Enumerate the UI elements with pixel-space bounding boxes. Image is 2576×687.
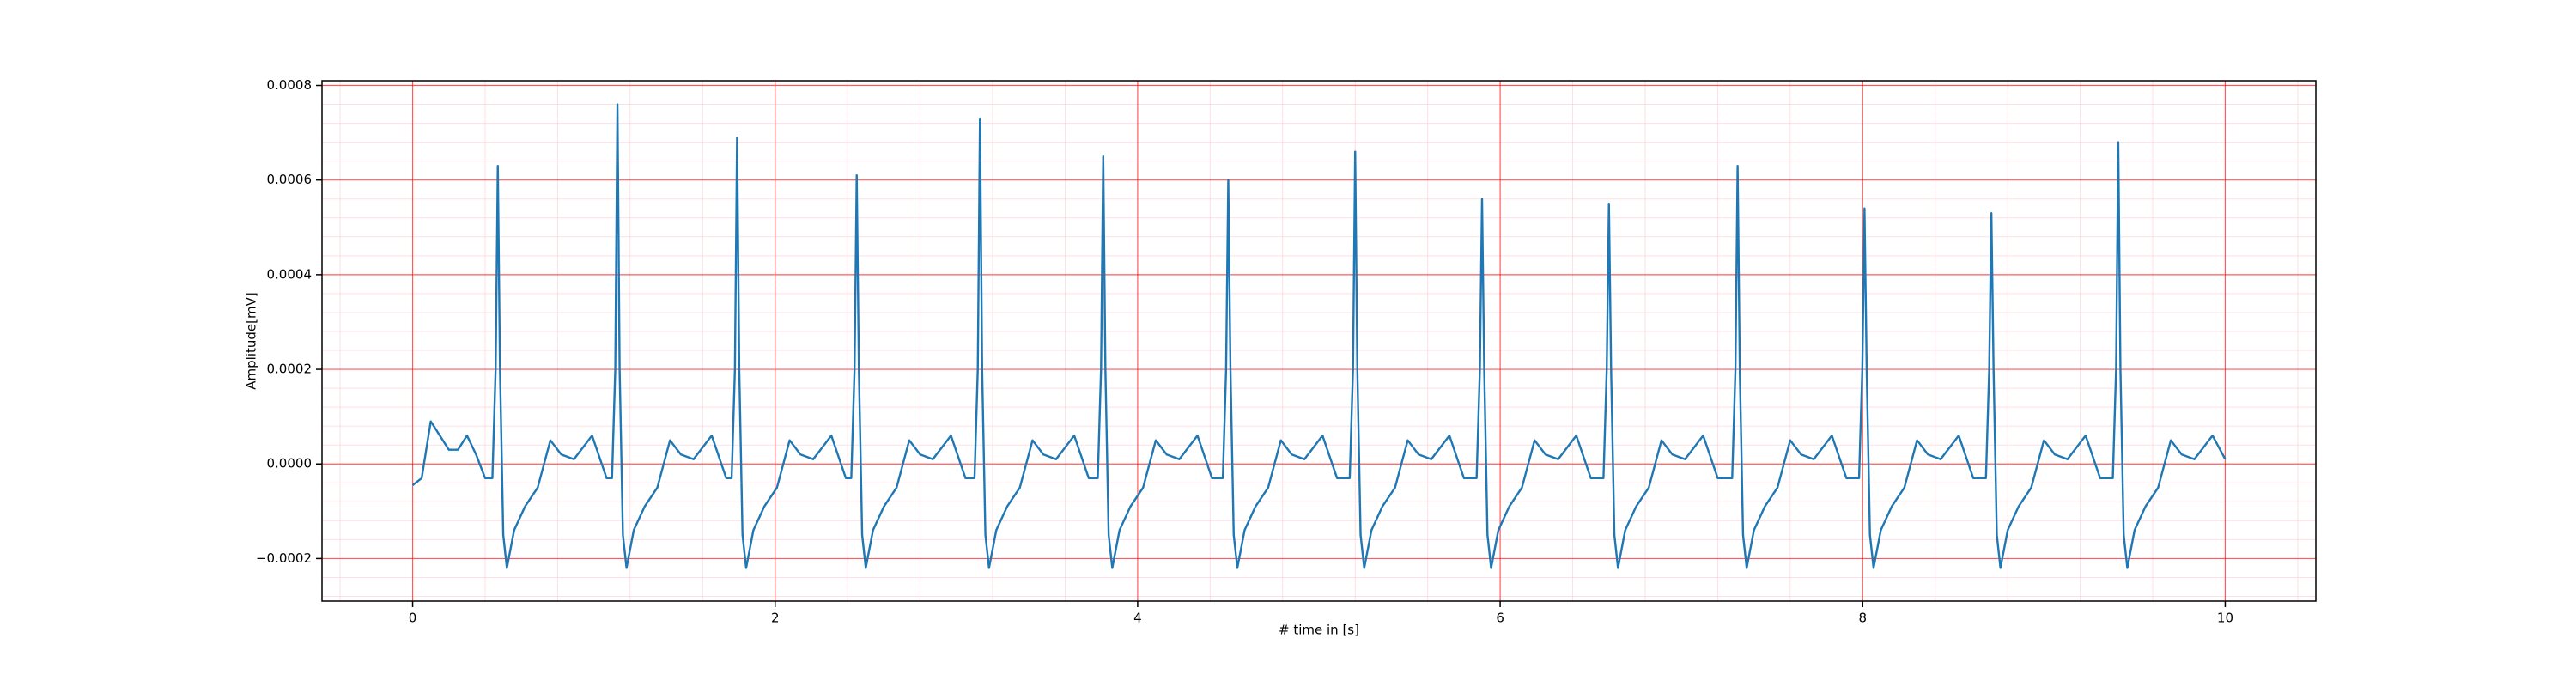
x-tick-label: 6 (1496, 611, 1504, 626)
y-tick-label: 0.0000 (267, 456, 313, 471)
x-axis-label: # time in [s] (1279, 623, 1359, 638)
x-tick-label: 0 (409, 611, 417, 626)
line-series (411, 103, 2227, 569)
y-tick-label: 0.0006 (267, 172, 313, 187)
x-tick-label: 8 (1858, 611, 1867, 626)
plot-frame (321, 80, 2317, 602)
y-tick-label: −0.0002 (256, 550, 312, 566)
y-tick-label: 0.0004 (267, 266, 313, 282)
x-tick-label: 10 (2217, 611, 2233, 626)
y-tick-label: 0.0008 (267, 77, 313, 93)
x-tick-label: 4 (1133, 611, 1142, 626)
y-tick-label: 0.0002 (267, 362, 313, 377)
x-tick-label: 2 (771, 611, 780, 626)
y-axis-label: Amplitude[mV] (244, 292, 259, 389)
